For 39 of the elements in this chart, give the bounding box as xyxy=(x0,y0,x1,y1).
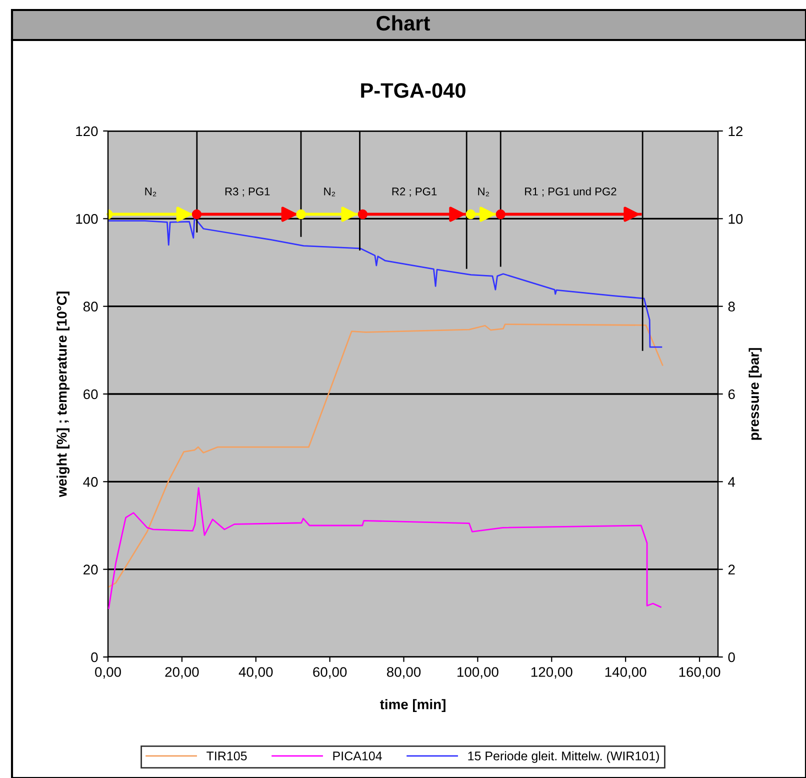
legend-label: TIR105 xyxy=(206,752,247,760)
x-tick-label: 40,00 xyxy=(238,667,273,679)
y-tick-label: 60 xyxy=(84,389,98,400)
annotation: R1 ; PG1 und PG2 xyxy=(525,187,616,197)
y-tick-label: 80 xyxy=(83,302,98,312)
y-tick-label: 40 xyxy=(83,477,98,487)
y-tick-label: 100 xyxy=(76,214,98,224)
y-axis-title: weight [%] ; temperature [10°C] xyxy=(56,292,70,498)
y2-tick-label: 12 xyxy=(728,126,742,136)
annotation: R2 ; PG1 xyxy=(392,188,437,197)
y-tick-label: 120 xyxy=(76,126,98,136)
y2-tick-label: 6 xyxy=(728,389,735,400)
y-tick-label: 20 xyxy=(84,564,98,575)
y2-axis-title: pressure [bar] xyxy=(748,348,762,440)
legend-label: PICA104 xyxy=(333,752,382,760)
legend-label: 15 Periode gleit. Mittelw. (WIR101) xyxy=(468,751,659,763)
text: Chart xyxy=(376,15,430,31)
x-tick-label: 80,00 xyxy=(386,667,421,679)
x-axis-title: time [min] xyxy=(380,699,446,712)
annotation: N₂ xyxy=(145,188,156,196)
x-tick-label: 120,00 xyxy=(531,667,572,679)
y2-tick-label: 4 xyxy=(728,477,736,487)
y-tick-label: 0 xyxy=(91,652,98,662)
x-tick-label: 0,00 xyxy=(95,667,121,679)
annotation: R3 ; PG1 xyxy=(225,188,270,197)
x-tick-label: 160,00 xyxy=(679,667,720,679)
line-series xyxy=(108,324,664,588)
x-tick-label: 60,00 xyxy=(313,667,347,679)
y2-tick-label: 8 xyxy=(728,302,735,312)
x-tick-label: 100,00 xyxy=(458,667,498,679)
x-tick-label: 140,00 xyxy=(605,667,646,679)
line-series xyxy=(108,487,662,610)
y2-tick-label: 2 xyxy=(728,564,735,574)
x-tick-label: 20,00 xyxy=(165,667,199,679)
annotation: N₂ xyxy=(324,188,336,196)
y2-tick-label: 0 xyxy=(728,652,735,662)
chart-title: P-TGA-040 xyxy=(361,83,466,98)
annotation: N₂ xyxy=(478,188,490,196)
y2-tick-label: 10 xyxy=(728,214,743,224)
